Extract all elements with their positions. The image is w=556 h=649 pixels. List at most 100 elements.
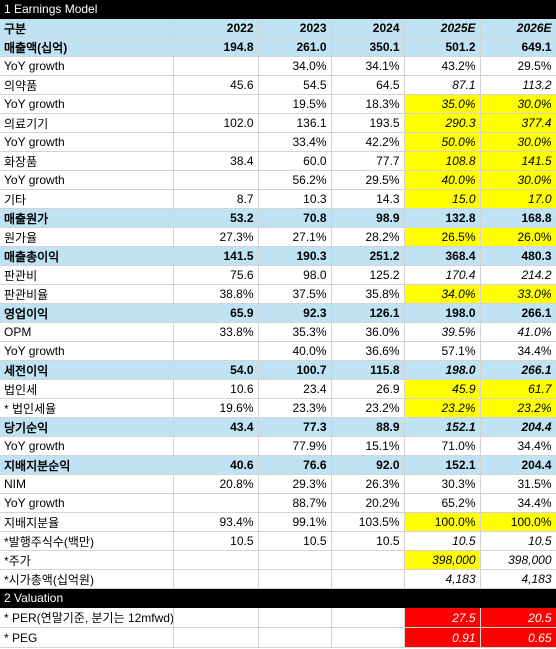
value-cell[interactable]: 29.3% xyxy=(258,474,332,494)
value-cell[interactable]: 36.0% xyxy=(331,322,405,342)
row-label[interactable]: * PER(연말기준, 분기는 12mfwd) xyxy=(0,608,174,628)
value-cell[interactable]: 26.3% xyxy=(331,474,405,494)
row-label[interactable]: YoY growth xyxy=(0,132,174,152)
value-cell[interactable]: 34.1% xyxy=(331,56,405,76)
value-cell[interactable]: 10.5 xyxy=(480,531,556,551)
value-cell[interactable]: 26.0% xyxy=(480,227,556,247)
value-cell[interactable]: 88.9 xyxy=(331,417,405,437)
value-cell[interactable]: 30.0% xyxy=(480,170,556,190)
value-cell[interactable]: 75.6 xyxy=(173,265,259,285)
header-cell[interactable]: 2022 xyxy=(173,19,259,38)
value-cell[interactable]: 18.3% xyxy=(331,94,405,114)
value-cell[interactable]: 251.2 xyxy=(331,246,405,266)
value-cell[interactable]: 15.0 xyxy=(404,189,481,209)
row-label[interactable]: OPM xyxy=(0,322,174,342)
value-cell[interactable]: 98.9 xyxy=(331,208,405,228)
value-cell[interactable]: 141.5 xyxy=(480,151,556,171)
value-cell[interactable]: 65.9 xyxy=(173,303,259,323)
value-cell[interactable]: 98.0 xyxy=(258,265,332,285)
value-cell[interactable]: 87.1 xyxy=(404,75,481,95)
value-cell[interactable]: 4,183 xyxy=(404,569,481,589)
value-cell[interactable]: 38.8% xyxy=(173,284,259,304)
value-cell[interactable] xyxy=(258,627,332,648)
row-label[interactable]: * PEG xyxy=(0,627,174,648)
value-cell[interactable]: 198.0 xyxy=(404,303,481,323)
valuation-value[interactable]: 0.91 xyxy=(404,627,481,648)
value-cell[interactable]: 33.0% xyxy=(480,284,556,304)
value-cell[interactable] xyxy=(173,94,259,114)
value-cell[interactable]: 50.0% xyxy=(404,132,481,152)
value-cell[interactable]: 398,000 xyxy=(404,550,481,570)
value-cell[interactable] xyxy=(258,569,332,589)
value-cell[interactable]: 14.3 xyxy=(331,189,405,209)
value-cell[interactable] xyxy=(331,550,405,570)
value-cell[interactable]: 26.9 xyxy=(331,379,405,399)
value-cell[interactable]: 10.5 xyxy=(173,531,259,551)
value-cell[interactable]: 368.4 xyxy=(404,246,481,266)
value-cell[interactable]: 23.2% xyxy=(480,398,556,418)
row-label[interactable]: 지배지분율 xyxy=(0,512,174,532)
value-cell[interactable]: 57.1% xyxy=(404,341,481,361)
row-label[interactable]: *주가 xyxy=(0,550,174,570)
value-cell[interactable]: 19.5% xyxy=(258,94,332,114)
value-cell[interactable]: 10.5 xyxy=(404,531,481,551)
value-cell[interactable]: 132.8 xyxy=(404,208,481,228)
value-cell[interactable]: 170.4 xyxy=(404,265,481,285)
value-cell[interactable]: 10.5 xyxy=(258,531,332,551)
value-cell[interactable]: 20.2% xyxy=(331,493,405,513)
valuation-value[interactable]: 0.65 xyxy=(480,627,556,648)
value-cell[interactable]: 266.1 xyxy=(480,303,556,323)
value-cell[interactable]: 108.8 xyxy=(404,151,481,171)
value-cell[interactable]: 125.2 xyxy=(331,265,405,285)
row-label[interactable]: 의약품 xyxy=(0,75,174,95)
value-cell[interactable] xyxy=(173,170,259,190)
value-cell[interactable]: 100.0% xyxy=(480,512,556,532)
value-cell[interactable]: 27.1% xyxy=(258,227,332,247)
value-cell[interactable]: 43.2% xyxy=(404,56,481,76)
value-cell[interactable] xyxy=(173,569,259,589)
value-cell[interactable]: 10.3 xyxy=(258,189,332,209)
header-cell[interactable]: 2024 xyxy=(331,19,405,38)
row-label[interactable]: *시가총액(십억원) xyxy=(0,569,174,589)
value-cell[interactable]: 76.6 xyxy=(258,455,332,475)
row-label[interactable]: YoY growth xyxy=(0,493,174,513)
row-label[interactable]: YoY growth xyxy=(0,170,174,190)
value-cell[interactable]: 40.0% xyxy=(258,341,332,361)
row-label[interactable]: 의료기기 xyxy=(0,113,174,133)
value-cell[interactable]: 168.8 xyxy=(480,208,556,228)
value-cell[interactable]: 19.6% xyxy=(173,398,259,418)
row-label[interactable]: 매출원가 xyxy=(0,208,174,228)
value-cell[interactable]: 103.5% xyxy=(331,512,405,532)
valuation-value[interactable]: 20.5 xyxy=(480,608,556,628)
value-cell[interactable] xyxy=(173,436,259,456)
row-label[interactable]: 원가율 xyxy=(0,227,174,247)
value-cell[interactable]: 41.0% xyxy=(480,322,556,342)
header-cell[interactable]: 2025E xyxy=(404,19,481,38)
value-cell[interactable]: 65.2% xyxy=(404,493,481,513)
value-cell[interactable] xyxy=(258,608,332,628)
value-cell[interactable]: 480.3 xyxy=(480,246,556,266)
value-cell[interactable]: 113.2 xyxy=(480,75,556,95)
header-cell[interactable]: 2026E xyxy=(480,19,556,38)
row-label[interactable]: 영업이익 xyxy=(0,303,174,323)
value-cell[interactable]: 30.0% xyxy=(480,132,556,152)
value-cell[interactable]: 152.1 xyxy=(404,455,481,475)
value-cell[interactable]: 102.0 xyxy=(173,113,259,133)
value-cell[interactable]: 26.5% xyxy=(404,227,481,247)
value-cell[interactable]: 23.2% xyxy=(331,398,405,418)
value-cell[interactable]: 56.2% xyxy=(258,170,332,190)
value-cell[interactable]: 194.8 xyxy=(173,37,259,57)
value-cell[interactable]: 27.3% xyxy=(173,227,259,247)
value-cell[interactable]: 54.0 xyxy=(173,360,259,380)
valuation-value[interactable]: 27.5 xyxy=(404,608,481,628)
value-cell[interactable] xyxy=(173,608,259,628)
value-cell[interactable]: 649.1 xyxy=(480,37,556,57)
row-label[interactable]: 판관비율 xyxy=(0,284,174,304)
value-cell[interactable]: 10.6 xyxy=(173,379,259,399)
value-cell[interactable]: 261.0 xyxy=(258,37,332,57)
value-cell[interactable]: 61.7 xyxy=(480,379,556,399)
value-cell[interactable]: 36.6% xyxy=(331,341,405,361)
header-cell[interactable]: 구분 xyxy=(0,19,174,38)
value-cell[interactable]: 214.2 xyxy=(480,265,556,285)
row-label[interactable]: YoY growth xyxy=(0,341,174,361)
